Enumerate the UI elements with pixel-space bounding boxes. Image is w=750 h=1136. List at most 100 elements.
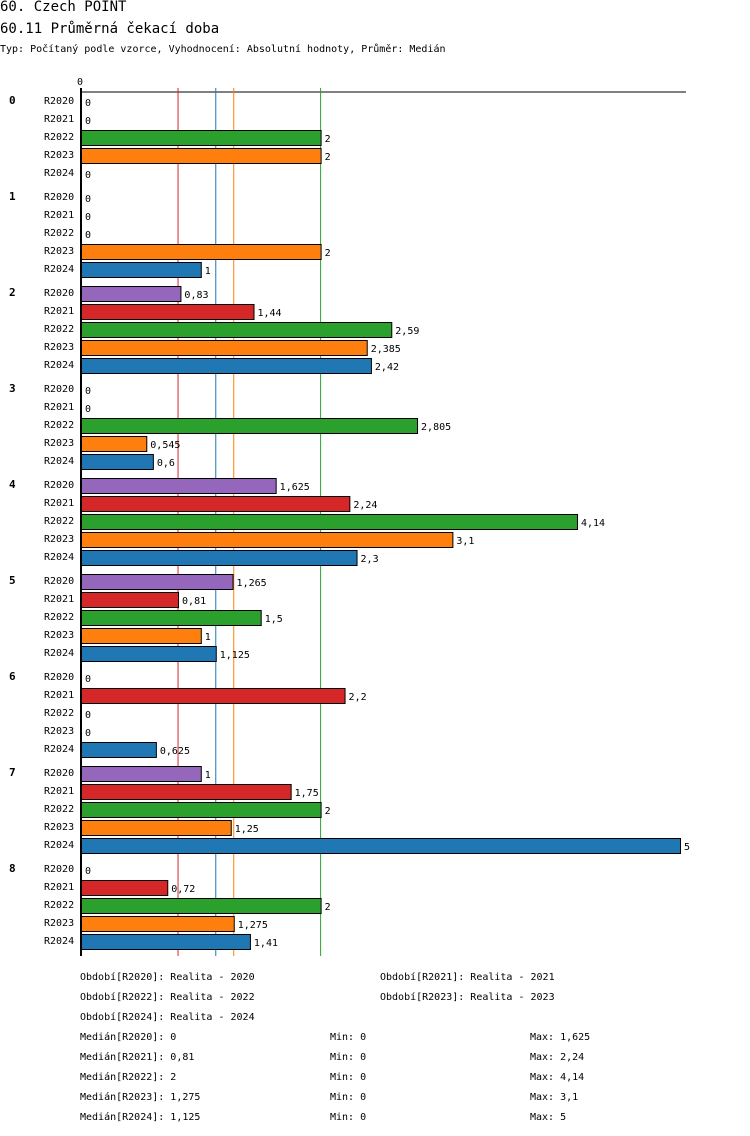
bar-value-label: 2,24 [353,500,377,511]
bar-value-label: 2,385 [371,344,401,355]
bar-value-label: 0 [85,674,91,685]
bar-value-label: 3,1 [456,536,474,547]
series-label: R2024 [44,744,74,755]
bar-value-label: 0 [85,866,91,877]
series-label: R2023 [44,342,74,353]
bar-r2022-group-4 [81,514,578,530]
series-label: R2023 [44,438,74,449]
bar-value-label: 2,42 [375,362,399,373]
bar-r2022-group-7 [81,802,322,818]
bar-value-label: 0 [85,728,91,739]
axis-zero-label: 0 [77,77,83,88]
legend-period-r2024: Období[R2024]: Realita - 2024 [80,1012,255,1023]
series-label: R2021 [44,786,74,797]
bar-value-label: 2 [325,902,331,913]
bar-r2024-group-2 [81,358,372,374]
series-label: R2022 [44,420,74,431]
bar-value-label: 0 [85,710,91,721]
series-label: R2021 [44,882,74,893]
bar-value-label: 2 [325,134,331,145]
bar-r2023-group-3 [81,436,148,452]
bar-r2024-group-6 [81,742,157,758]
series-label: R2020 [44,384,74,395]
series-label: R2021 [44,210,74,221]
legend-period-r2022: Období[R2022]: Realita - 2022 [80,992,255,1003]
group-label-2: 2 [9,286,16,299]
bar-value-label: 1,44 [258,308,282,319]
series-label: R2020 [44,288,74,299]
bar-r2020-group-2 [81,286,182,302]
series-label: R2022 [44,612,74,623]
bar-r2023-group-2 [81,340,368,356]
bar-value-label: 2,3 [361,554,379,565]
series-label: R2023 [44,534,74,545]
bar-r2023-group-0 [81,148,322,164]
stat-median-r2024: Medián[R2024]: 1,125 [80,1112,201,1123]
page-title: 60. Czech POINT [0,0,127,15]
bar-value-label: 1 [205,632,211,643]
bar-value-label: 0,81 [182,596,206,607]
series-label: R2020 [44,96,74,107]
series-label: R2024 [44,648,74,659]
series-label: R2021 [44,114,74,125]
bar-value-label: 0,625 [160,746,190,757]
group-label-8: 8 [9,862,16,875]
series-label: R2020 [44,864,74,875]
series-label: R2022 [44,228,74,239]
group-label-1: 1 [9,190,16,203]
bar-value-label: 4,14 [581,518,605,529]
bar-r2022-group-8 [81,898,322,914]
stat-min-r2022: Min: 0 [330,1072,367,1083]
series-label: R2022 [44,132,74,143]
bar-r2024-group-5 [81,646,217,662]
series-label: R2023 [44,246,74,257]
bar-r2021-group-6 [81,688,346,704]
bar-r2021-group-2 [81,304,255,320]
bar-value-label: 1,75 [295,788,319,799]
bar-value-label: 1,265 [237,578,267,589]
bar-r2022-group-2 [81,322,393,338]
bar-value-label: 0 [85,194,91,205]
stat-max-r2022: Max: 4,14 [530,1072,585,1083]
bar-r2020-group-5 [81,574,234,590]
group-label-7: 7 [9,766,16,779]
bar-r2021-group-5 [81,592,180,608]
bar-r2021-group-7 [81,784,292,800]
stat-min-r2020: Min: 0 [330,1032,367,1043]
bar-r2021-group-4 [81,496,351,512]
bar-value-label: 2,59 [395,326,419,337]
bar-value-label: 0,6 [157,458,175,469]
bar-r2024-group-8 [81,934,251,950]
series-label: R2024 [44,168,74,179]
series-label: R2020 [44,192,74,203]
bar-value-label: 0 [85,386,91,397]
bar-value-label: 1,25 [235,824,259,835]
bar-value-label: 1 [205,266,211,277]
bar-r2023-group-5 [81,628,202,644]
bar-value-label: 1,41 [254,938,278,949]
bar-value-label: 2 [325,152,331,163]
bar-value-label: 0 [85,212,91,223]
series-label: R2024 [44,264,74,275]
group-label-4: 4 [9,478,16,491]
series-label: R2022 [44,804,74,815]
group-label-3: 3 [9,382,16,395]
stat-max-r2021: Max: 2,24 [530,1052,585,1063]
bar-value-label: 2,2 [349,692,367,703]
group-label-5: 5 [9,574,16,587]
series-label: R2020 [44,480,74,491]
bar-value-label: 1,625 [280,482,310,493]
bar-value-label: 5 [684,842,690,853]
stat-max-r2020: Max: 1,625 [530,1032,591,1043]
legend-period-r2023: Období[R2023]: Realita - 2023 [380,992,555,1003]
bar-value-label: 0 [85,404,91,415]
bar-value-label: 1,275 [238,920,268,931]
bar-value-label: 2 [325,248,331,259]
bar-r2021-group-8 [81,880,169,896]
series-label: R2022 [44,708,74,719]
series-label: R2023 [44,918,74,929]
bar-value-label: 0 [85,170,91,181]
bar-value-label: 1 [205,770,211,781]
series-label: R2024 [44,936,74,947]
series-label: R2024 [44,840,74,851]
